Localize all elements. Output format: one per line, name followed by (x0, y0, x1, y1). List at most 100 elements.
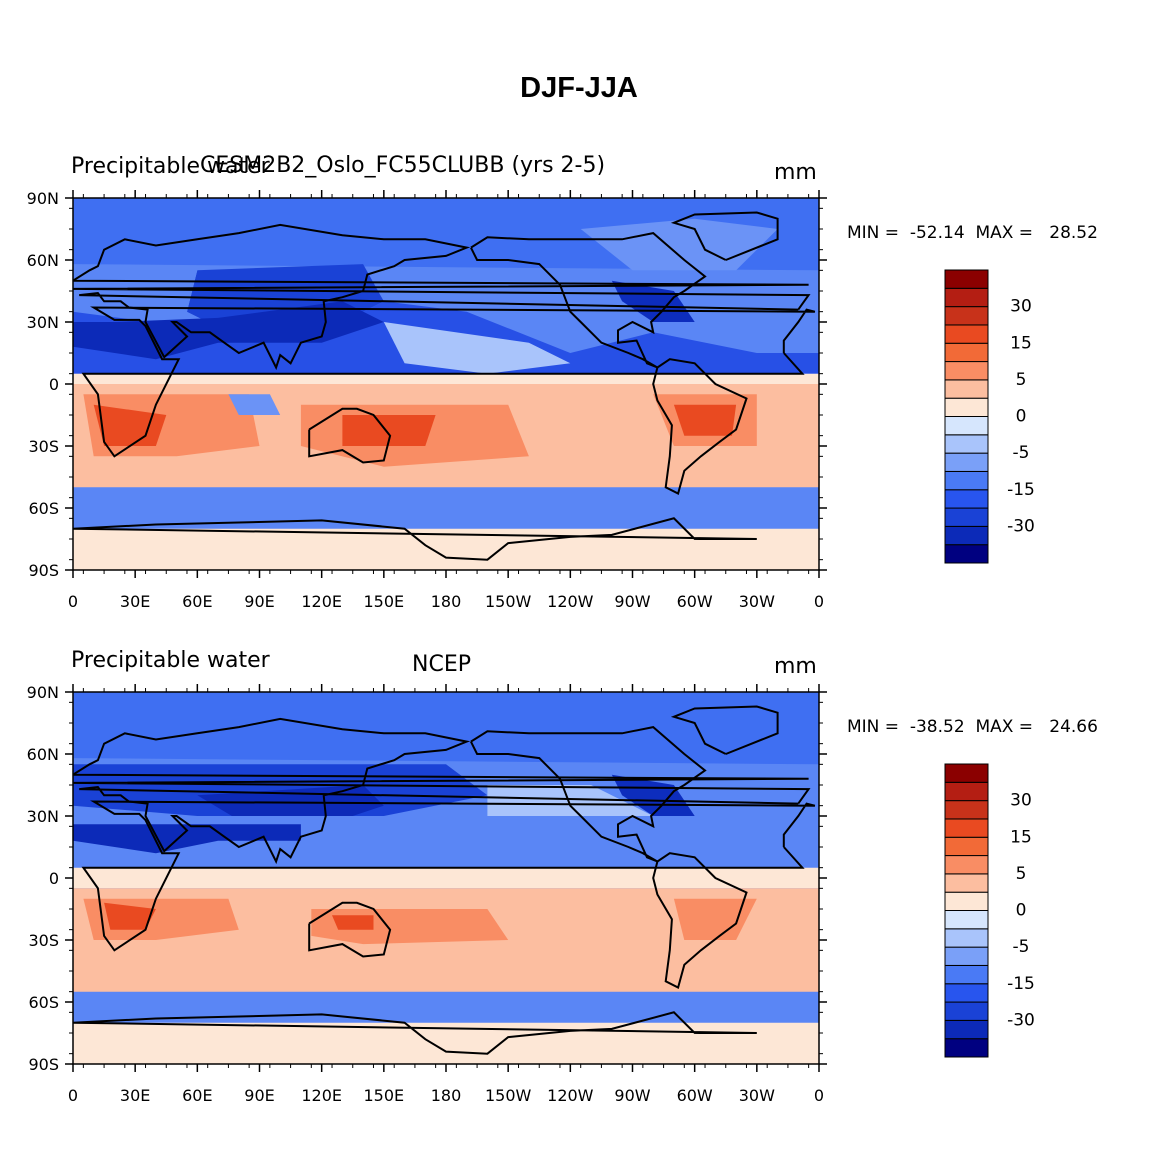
coastline (308, 901, 392, 958)
lon-label: 180 (431, 1086, 462, 1105)
lon-label: 60W (677, 1086, 713, 1105)
lon-label: 180 (431, 592, 462, 611)
lon-label: 60W (677, 592, 713, 611)
colorbar-box (944, 525, 989, 546)
coastline (670, 705, 779, 755)
colorbar-box (944, 964, 989, 985)
colorbar-box (944, 763, 989, 783)
colorbar-box (944, 1038, 989, 1058)
colorbar-label: 0 (1016, 901, 1027, 921)
panel-stats: MIN = -52.14 MAX = 28.52 (847, 223, 1098, 243)
lon-label: 90E (244, 1086, 274, 1105)
lat-label: 60S (28, 499, 59, 518)
colorbar-box (944, 507, 989, 527)
lat-label: 90S (28, 561, 59, 580)
colorbar-box (944, 1001, 989, 1021)
lon-label: 120E (301, 1086, 342, 1105)
coastline (73, 1011, 757, 1055)
map-panel-ncep: 90N 60N 30N 0 30S 60S 90S 0 30E 60E 90E 120E 150E 180… (27, 683, 1035, 1105)
lon-label: 60E (182, 1086, 212, 1105)
contour-region (342, 415, 436, 446)
panel-center-label: NCEP (412, 652, 471, 677)
colorbar-box (944, 800, 989, 820)
lon-label: 90E (244, 592, 274, 611)
lon-label: 120W (547, 592, 594, 611)
colorbar-box (944, 287, 989, 308)
coastline (73, 517, 757, 561)
colorbar-label: 0 (1016, 407, 1027, 427)
colorbar-box (944, 324, 989, 344)
colorbar-label: -5 (1013, 443, 1030, 463)
lon-label: 150E (364, 1086, 405, 1105)
panel-ncep: Precipitable water NCEP mm MIN = -38.52 … (0, 644, 1158, 1124)
contour-region (93, 404, 167, 446)
coastline (81, 306, 816, 458)
lon-label: 150E (364, 592, 405, 611)
contour-region (197, 785, 384, 827)
colorbar-label: -15 (1007, 480, 1035, 500)
contour-region (73, 301, 384, 360)
colorbar-box (944, 781, 989, 802)
colorbar-box (944, 910, 989, 930)
contour-region (332, 915, 374, 930)
colorbar-box (944, 306, 989, 326)
lon-label: 150W (485, 1086, 532, 1105)
colorbar-box (944, 946, 989, 966)
colorbar-box (944, 855, 989, 875)
lon-label: 120W (547, 1086, 594, 1105)
contour-region (73, 373, 819, 384)
colorbar-box (944, 818, 989, 838)
panel-left-label: Precipitable water (71, 154, 270, 179)
lat-label: 60S (28, 993, 59, 1012)
colorbar-box (944, 434, 989, 454)
coastline (470, 232, 707, 369)
colorbar-box (944, 379, 989, 399)
colorbar-label: 30 (1010, 791, 1032, 811)
lat-label: 0 (49, 375, 59, 394)
coastline (670, 211, 779, 261)
panel-left-label: Precipitable water (71, 648, 270, 673)
contour-region (673, 898, 757, 940)
colorbar-label: 15 (1010, 333, 1032, 353)
colorbar-label: -30 (1007, 516, 1035, 536)
lon-label: 0 (68, 1086, 78, 1105)
colorbar-label: 15 (1010, 827, 1032, 847)
lon-label: 90W (614, 592, 650, 611)
colorbar-label: 5 (1016, 864, 1027, 884)
lat-label: 60N (27, 251, 59, 270)
colorbar-label: -15 (1007, 974, 1035, 994)
contour-region (73, 1022, 819, 1064)
panel-units-label: mm (774, 160, 817, 185)
contour-region (73, 528, 819, 570)
colorbar-box (944, 342, 989, 363)
colorbar-box (944, 983, 989, 1003)
lon-label: 0 (814, 1086, 824, 1105)
lon-label: 0 (68, 592, 78, 611)
map-area (73, 692, 819, 1064)
panel-stats: MIN = -38.52 MAX = 24.66 (847, 717, 1098, 737)
map-panel-model: 90N 60N 30N 0 30S 60S 90S 0 30E 60E 90E 120E 150E 180… (27, 189, 1035, 611)
coastline (652, 358, 748, 495)
contour-region (580, 218, 778, 271)
panel-units-label: mm (774, 654, 817, 679)
colorbar-box (944, 470, 989, 491)
coastline (470, 726, 707, 863)
contour-region (383, 322, 571, 374)
figure-title: DJF-JJA (520, 72, 638, 104)
coastline (308, 407, 392, 464)
lon-label: 0 (814, 592, 824, 611)
coastline (81, 800, 816, 952)
panel-center-label: CESM2B2_Oslo_FC55CLUBB (yrs 2-5) (200, 153, 606, 178)
colorbar-box (944, 361, 989, 381)
colorbar-box (944, 928, 989, 948)
coastline (73, 717, 811, 865)
lat-label: 30N (27, 807, 59, 826)
contour-region (73, 692, 819, 765)
colorbar-box (944, 269, 989, 289)
coastline (73, 223, 811, 371)
contour-region (73, 867, 819, 889)
contour-region (228, 394, 281, 415)
lat-label: 30N (27, 313, 59, 332)
colorbar-label: -30 (1007, 1010, 1035, 1030)
